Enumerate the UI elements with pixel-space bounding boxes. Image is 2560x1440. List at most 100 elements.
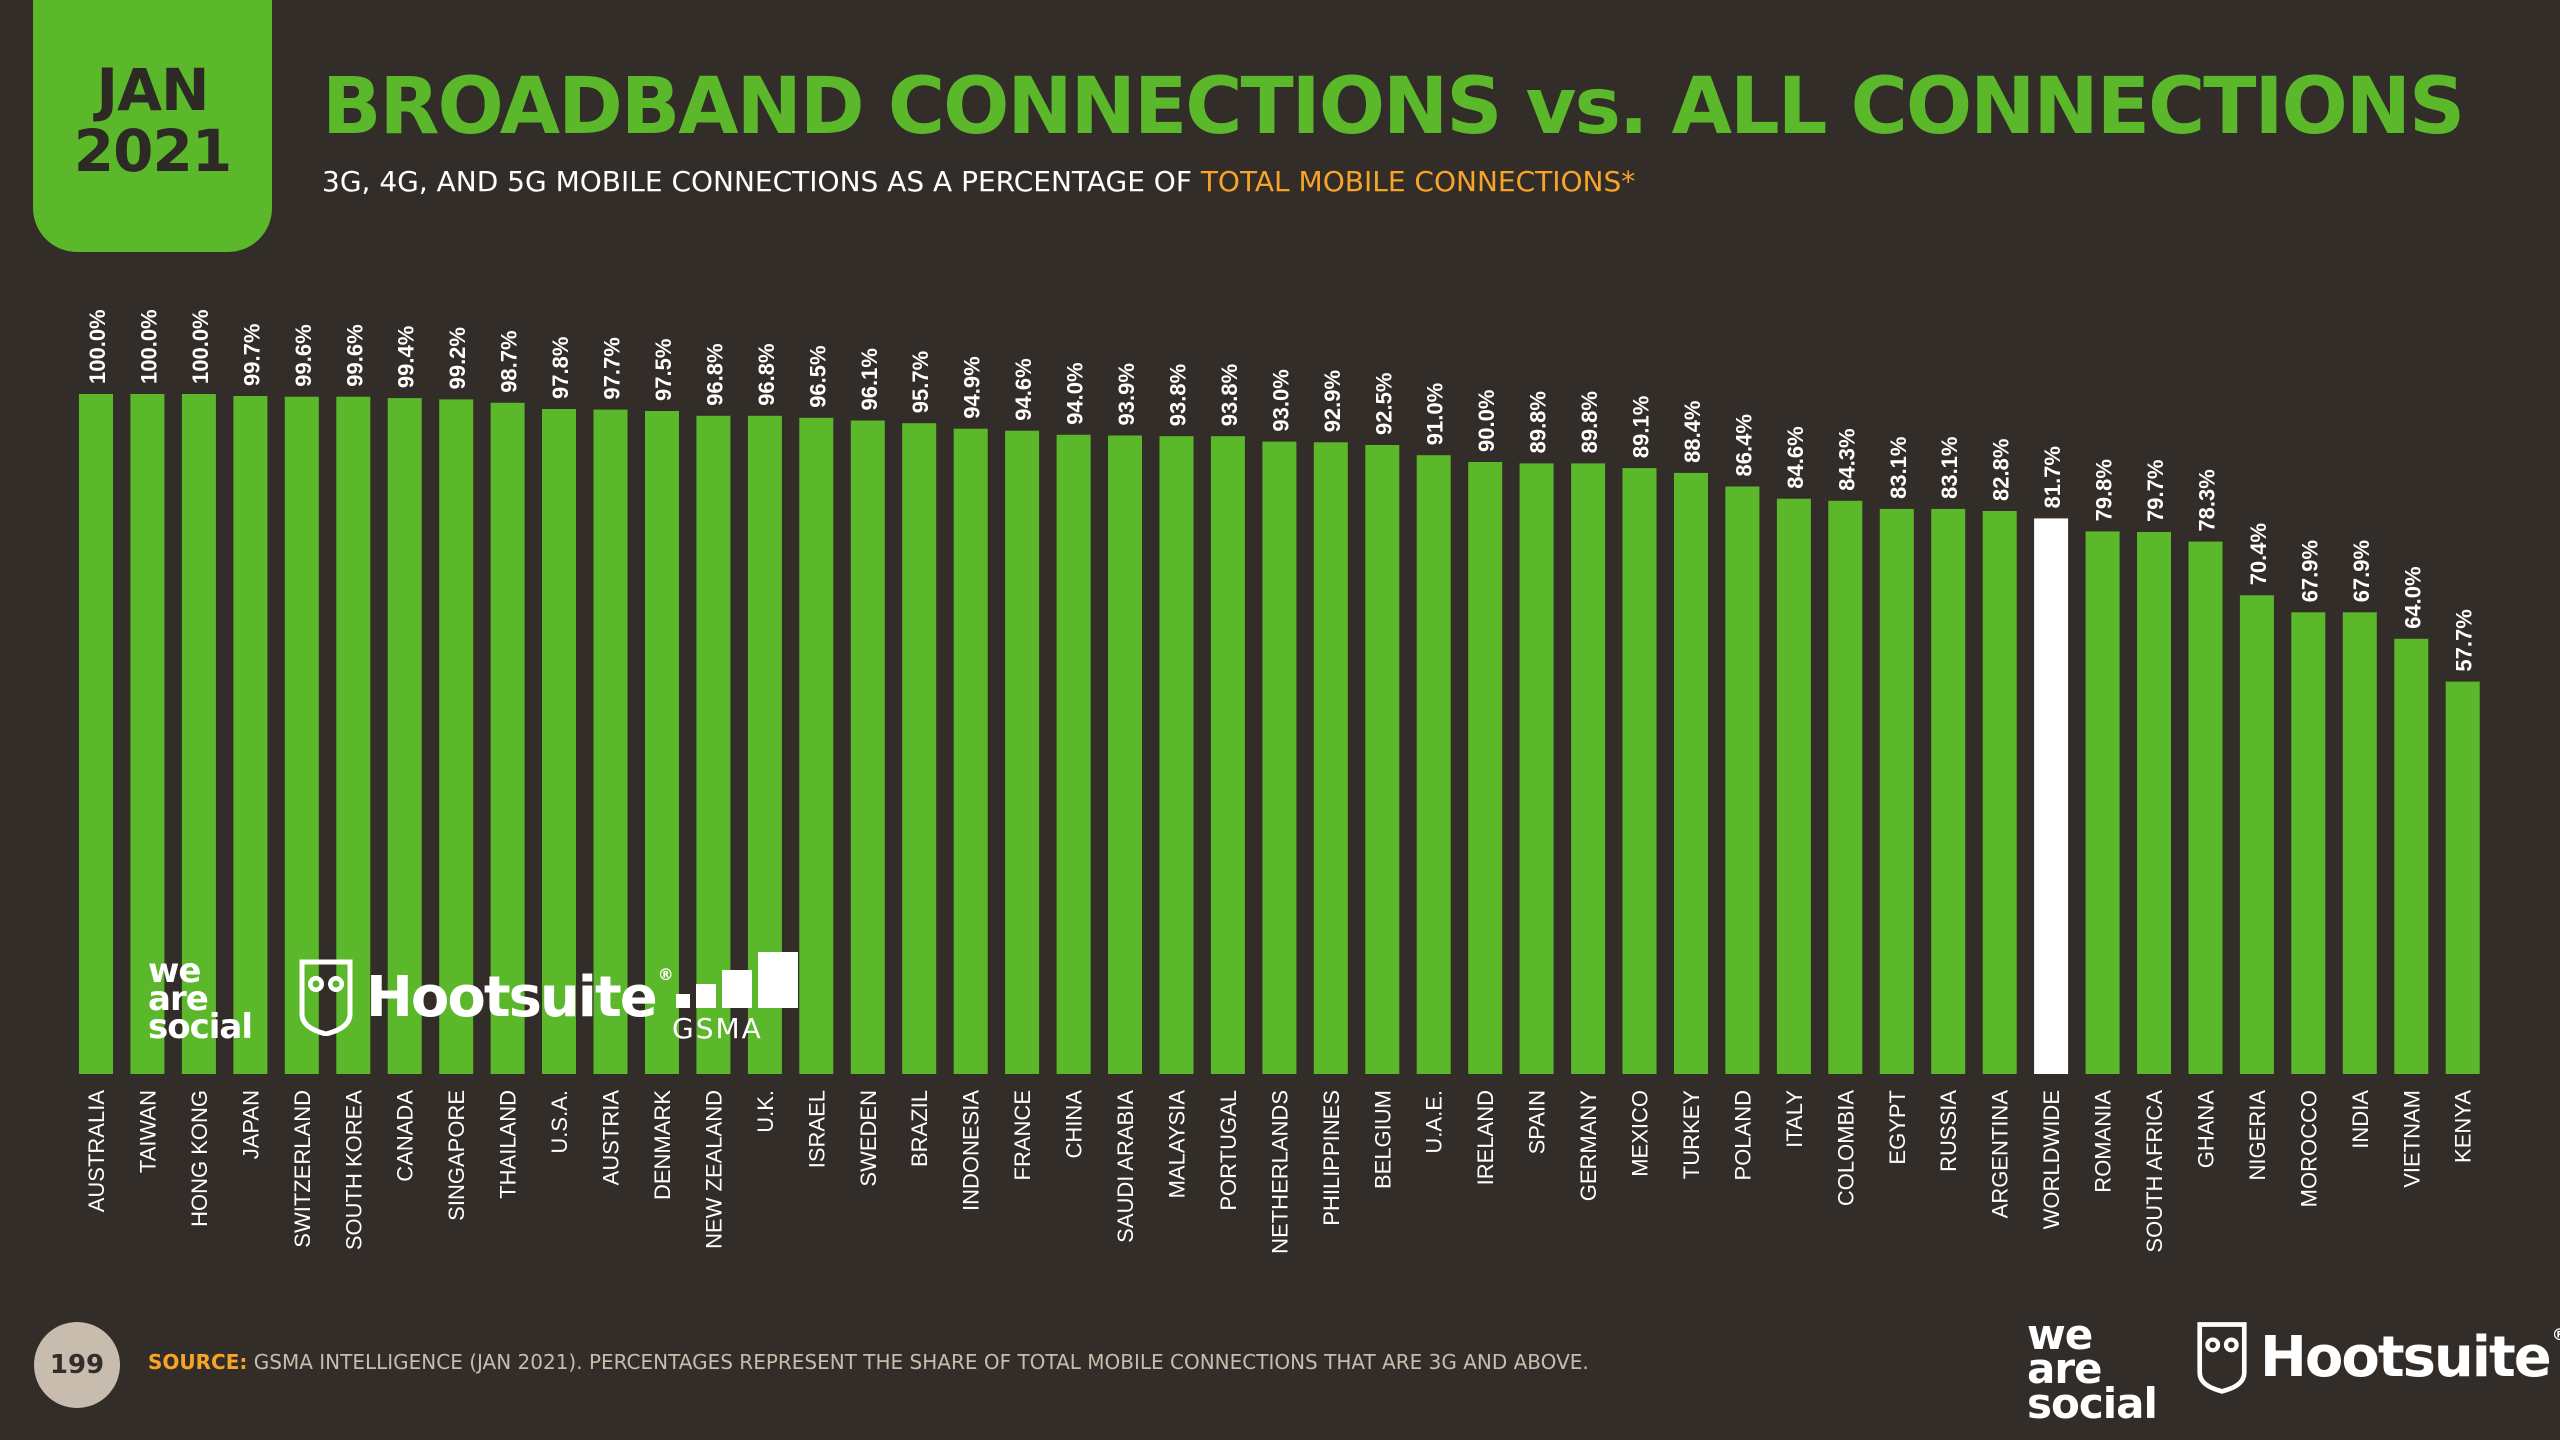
source-text: GSMA INTELLIGENCE (JAN 2021). PERCENTAGE… [247, 1350, 1589, 1374]
category-label: HONG KONG [187, 1090, 212, 1227]
category-label: CANADA [393, 1090, 418, 1182]
category-label: KENYA [2451, 1090, 2476, 1163]
value-label: 98.7% [497, 330, 522, 392]
gsma-wordmark: GSMA [672, 1012, 763, 1045]
category-label: AUSTRALIA [84, 1090, 109, 1213]
bar-mexico [1622, 468, 1657, 1075]
value-label: 93.8% [1166, 364, 1191, 426]
bar-u-a-e [1416, 455, 1451, 1074]
value-label: 99.2% [445, 327, 470, 389]
bar-south-africa [2137, 532, 2171, 1074]
value-label: 96.8% [702, 343, 727, 405]
logo-word-social: social [148, 1006, 253, 1047]
bar-japan [233, 396, 268, 1074]
value-label: 92.5% [1371, 373, 1396, 435]
bar-vietnam [2394, 638, 2429, 1074]
hootsuite-logo: Hootsuite ® [298, 958, 674, 1036]
value-label: 88.4% [1680, 401, 1705, 463]
bar-chart: 100.0% AUSTRALIA 100.0% TAIWAN 100.0% HONG KO… [79, 309, 2480, 1254]
value-label: 100.0% [188, 309, 213, 384]
source-note: SOURCE: GSMA INTELLIGENCE (JAN 2021). PE… [148, 1350, 1589, 1374]
value-label: 67.9% [2297, 540, 2322, 602]
category-label: BRAZIL [907, 1090, 932, 1167]
category-label: SOUTH KOREA [341, 1090, 366, 1250]
bar-egypt [1879, 508, 1914, 1074]
footer-owl-icon [2197, 1322, 2247, 1394]
bar-argentina [1982, 511, 2017, 1074]
category-label: SAUDI ARABIA [1113, 1090, 1138, 1243]
value-label: 94.9% [960, 356, 985, 418]
category-label: WORLDWIDE [2039, 1090, 2064, 1229]
bar-romania [2085, 531, 2120, 1074]
bar-colombia [1828, 500, 1863, 1074]
category-label: U.S.A. [547, 1090, 572, 1154]
bar-taiwan [130, 394, 165, 1074]
bar-u-s-a [542, 409, 576, 1074]
page-number: 199 [34, 1322, 120, 1408]
value-label: 91.0% [1423, 383, 1448, 445]
category-label: MEXICO [1628, 1090, 1653, 1177]
bar-spain [1519, 463, 1554, 1074]
bar-australia [79, 394, 113, 1074]
source-label: SOURCE: [148, 1350, 248, 1374]
bar-brazil [902, 423, 937, 1074]
category-label: THAILAND [496, 1090, 521, 1199]
value-label: 89.8% [1577, 391, 1602, 453]
category-label: FRANCE [1010, 1090, 1035, 1180]
value-label: 100.0% [136, 309, 161, 384]
category-label: SINGAPORE [444, 1090, 469, 1221]
bar-italy [1776, 498, 1811, 1074]
value-label: 93.9% [1114, 363, 1139, 425]
value-label: 99.6% [291, 324, 316, 386]
category-label: INDONESIA [959, 1090, 984, 1211]
category-label: ISRAEL [804, 1090, 829, 1168]
gsma-bars-icon [676, 952, 804, 1008]
bar-kenya [2445, 681, 2480, 1074]
value-label: 78.3% [2195, 469, 2220, 531]
we-are-social-logo: we are social [148, 954, 253, 1047]
bar-malaysia [1159, 436, 1194, 1074]
logo-word-are: are [148, 978, 209, 1019]
value-label: 70.4% [2246, 523, 2271, 585]
value-label: 79.7% [2143, 460, 2168, 522]
hootsuite-name: Hootsuite [366, 964, 658, 1030]
category-label: SWEDEN [856, 1090, 881, 1187]
bar-ireland [1468, 462, 1503, 1074]
bar-poland [1725, 486, 1760, 1074]
value-label: 84.6% [1783, 426, 1808, 488]
value-label: 99.4% [394, 326, 419, 388]
value-label: 97.7% [600, 337, 625, 399]
value-label: 96.8% [754, 343, 779, 405]
footer-hootsuite-logo: Hootsuite ® [2196, 1320, 2560, 1394]
bar-india [2342, 612, 2377, 1074]
value-label: 79.8% [2092, 459, 2117, 521]
category-label: U.K. [753, 1090, 778, 1133]
footer-logo-word-social: social [2027, 1378, 2158, 1428]
category-label: VIETNAM [2399, 1090, 2424, 1188]
bar-denmark [645, 411, 679, 1074]
category-label: CHINA [1062, 1090, 1087, 1159]
category-label: BELGIUM [1370, 1090, 1395, 1189]
footer-hootsuite-name: Hootsuite [2260, 1324, 2552, 1390]
bar-new-zealand [696, 415, 731, 1074]
category-label: INDIA [2348, 1090, 2373, 1149]
value-label: 96.5% [805, 345, 830, 407]
value-label: 100.0% [85, 309, 110, 384]
bar-belgium [1365, 445, 1400, 1074]
value-label: 86.4% [1731, 414, 1756, 476]
category-label: PHILIPPINES [1319, 1090, 1344, 1226]
category-label: JAPAN [238, 1090, 263, 1159]
category-label: ITALY [1782, 1090, 1807, 1148]
footer-hootsuite-wordmark: Hootsuite ® [2260, 1325, 2560, 1390]
category-label: MOROCCO [2296, 1090, 2321, 1207]
bar-indonesia [953, 428, 988, 1074]
category-label: ROMANIA [2091, 1090, 2116, 1193]
category-label: TAIWAN [135, 1090, 160, 1173]
footer-registered-mark: ® [2551, 1324, 2560, 1344]
bar-worldwide [2034, 518, 2069, 1074]
bar-nigeria [2239, 595, 2274, 1074]
bar-austria [593, 409, 628, 1075]
bar-hong-kong [181, 394, 216, 1074]
category-label: NIGERIA [2245, 1090, 2270, 1181]
chart-subtitle: 3G, 4G, AND 5G MOBILE CONNECTIONS AS A P… [322, 165, 1635, 198]
